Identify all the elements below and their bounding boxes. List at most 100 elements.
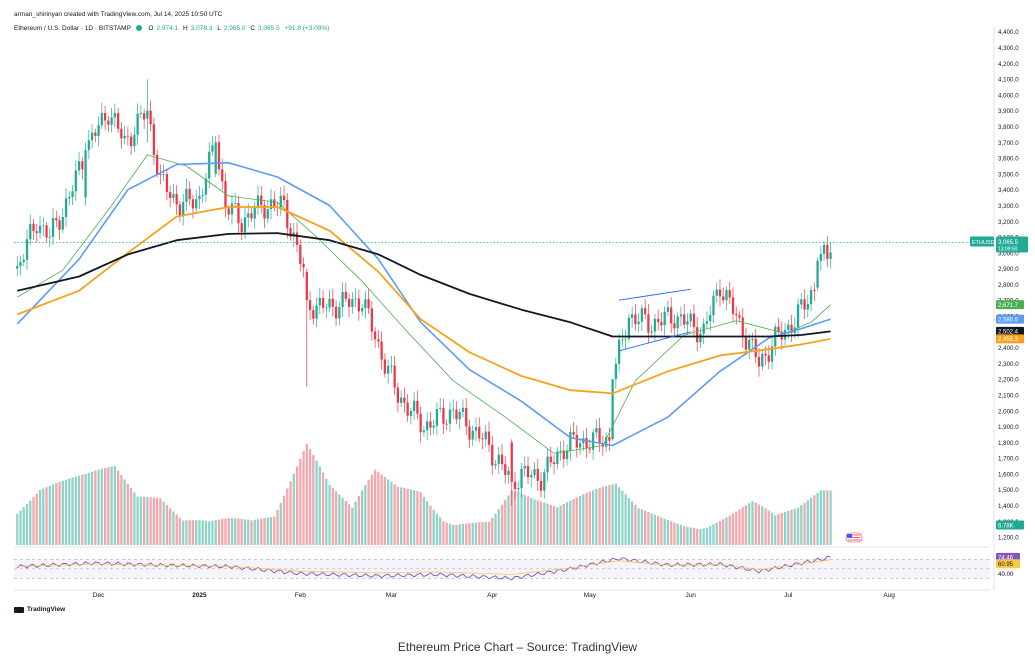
candle — [813, 282, 816, 301]
candle — [692, 304, 696, 336]
volume-bar — [139, 496, 143, 545]
volume-bar — [58, 482, 61, 545]
candle-body — [409, 411, 413, 416]
candle-body — [546, 456, 549, 473]
candle — [208, 141, 211, 189]
candle — [35, 223, 38, 242]
candle — [370, 300, 374, 341]
volume-bar — [754, 502, 757, 545]
candle-body — [683, 314, 686, 325]
volume-bar — [32, 497, 35, 545]
candle-body — [16, 265, 19, 269]
candle — [312, 306, 315, 325]
candle-body — [738, 315, 741, 318]
candle — [334, 300, 338, 327]
candle-body — [32, 223, 35, 232]
candle — [507, 466, 510, 484]
candle — [149, 100, 152, 132]
candle — [299, 239, 302, 272]
candle — [357, 289, 360, 321]
candle-body — [341, 291, 344, 307]
candle-body — [647, 314, 650, 333]
volume-bar — [400, 487, 403, 545]
candle — [416, 390, 419, 420]
candle-body — [439, 407, 442, 409]
volume-bar — [107, 467, 110, 545]
candle — [175, 185, 178, 215]
volume-bar — [74, 476, 77, 545]
candle — [38, 215, 42, 239]
candle — [562, 440, 565, 468]
candle — [569, 426, 572, 461]
candle-body — [211, 145, 214, 152]
candle-body — [370, 308, 374, 332]
candle — [445, 419, 448, 431]
candle — [803, 289, 806, 320]
candle-body — [598, 428, 601, 444]
time-tick-label: Dec — [93, 592, 105, 599]
candle-body — [377, 339, 380, 342]
candle — [465, 397, 468, 436]
candle-body — [64, 198, 68, 218]
candle-body — [120, 128, 123, 139]
volume-bar — [803, 502, 806, 545]
volume-bar — [282, 495, 286, 545]
volume-bar — [169, 508, 172, 545]
candle-body — [705, 321, 709, 324]
candle-body — [354, 298, 357, 300]
volume-bar — [562, 503, 565, 545]
candle — [240, 218, 243, 241]
axis-badges: ETHUSD 3,065.513:09:50 2,671.7 2,580.5 2,502… — [845, 236, 1028, 569]
candle — [195, 190, 198, 213]
candle-body — [764, 353, 767, 356]
volume-bar — [221, 519, 224, 545]
volume-bar — [741, 507, 744, 545]
volume-bar — [159, 498, 162, 545]
volume-bar — [55, 483, 58, 545]
candle — [81, 156, 84, 180]
tradingview-logo: TradingView — [14, 606, 65, 613]
candle — [630, 306, 634, 328]
candle-body — [51, 218, 55, 237]
price-tick-label: 2,100.0 — [998, 392, 1019, 399]
candle-body — [224, 181, 227, 209]
candle-body — [373, 331, 377, 340]
price-badge-bg — [996, 236, 1028, 253]
time-tick-label: May — [584, 592, 597, 599]
ohlc-low: L 2,965.0 — [217, 25, 246, 32]
candle — [728, 281, 731, 304]
volume-bar — [774, 515, 777, 545]
price-tick-label: 1,800.0 — [998, 440, 1019, 447]
volume-bar — [491, 517, 494, 545]
candle-body — [757, 357, 761, 367]
volume-bar — [621, 490, 624, 545]
volume-bar — [22, 507, 25, 545]
volume-bar — [543, 502, 546, 545]
candle-body — [38, 226, 42, 234]
price-tick-label: 1,600.0 — [998, 471, 1019, 478]
candle — [263, 200, 266, 229]
candle — [22, 253, 25, 266]
volume-bar — [318, 466, 321, 545]
volume-bar — [367, 479, 370, 545]
candle-body — [198, 195, 201, 200]
candle — [644, 299, 647, 320]
volume-bar — [676, 523, 679, 545]
price-chart[interactable]: 4,400.0 4,300.0 4,200.0 4,100.0 4,000.0 3,900… — [0, 0, 1035, 640]
candle — [133, 126, 136, 152]
price-tick-label: 1,700.0 — [998, 456, 1019, 463]
candle-body — [230, 203, 234, 215]
volume-bar — [787, 510, 790, 545]
volume-bar — [351, 507, 354, 545]
candle — [676, 312, 679, 336]
volume-bar — [321, 472, 325, 545]
volume-bar — [312, 454, 315, 545]
volume-bar — [360, 490, 364, 545]
volume-bar — [686, 526, 689, 545]
candle-body — [308, 300, 312, 311]
candle-body — [533, 468, 536, 476]
candle — [666, 300, 670, 316]
candle — [162, 164, 165, 182]
candle-body — [318, 297, 321, 306]
badge-value: 2,580.5 — [998, 317, 1019, 323]
